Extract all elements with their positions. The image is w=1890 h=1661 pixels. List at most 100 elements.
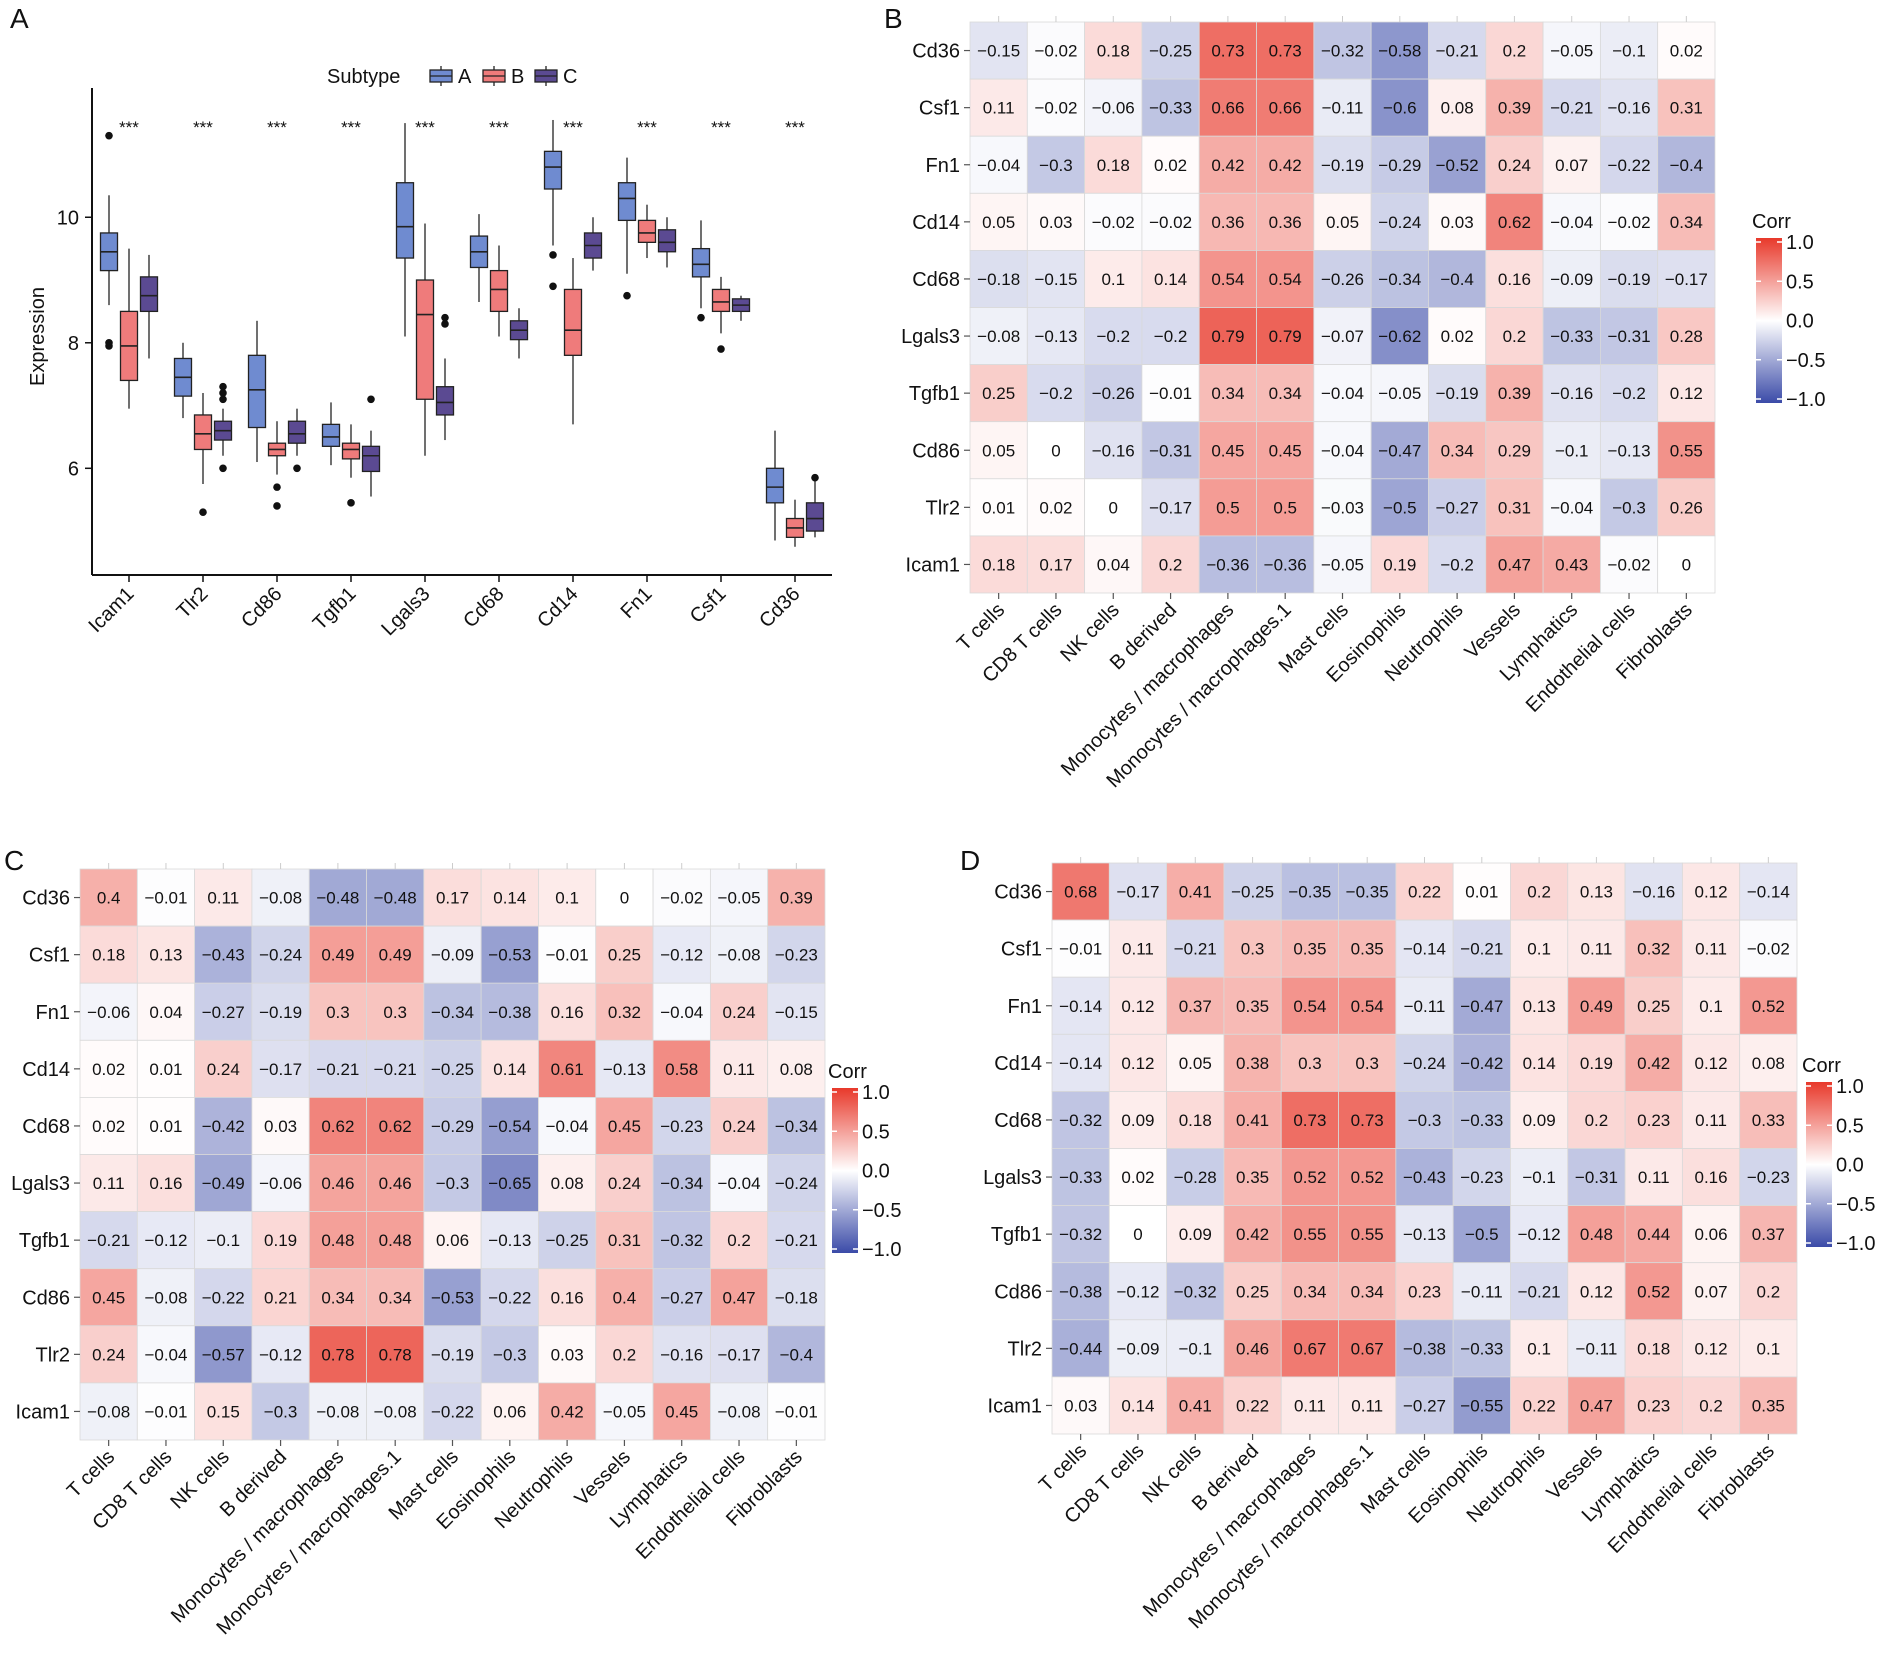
box-lgals3-b xyxy=(415,223,435,456)
row-label: Tlr2 xyxy=(36,1344,70,1366)
heatmap-cell xyxy=(1108,1319,1168,1378)
cell-value-label: 0.14 xyxy=(1121,1396,1154,1415)
box-body xyxy=(321,423,341,447)
cell-value-label: −0.16 xyxy=(1632,883,1675,902)
cell-value-label: 0.2 xyxy=(1699,1396,1723,1415)
cell-value-label: 0.11 xyxy=(1351,1396,1383,1415)
column-label: T cells xyxy=(1035,1440,1091,1496)
cell-value-label: −0.13 xyxy=(488,1231,531,1250)
cell-value-label: 0.55 xyxy=(1670,441,1703,460)
heatmap-cell xyxy=(194,1325,253,1384)
heatmap-cell xyxy=(767,925,826,984)
cell-value-label: −0.07 xyxy=(1321,327,1364,346)
cell-value-label: 0.09 xyxy=(1121,1111,1154,1130)
heatmap-cell xyxy=(1510,1262,1569,1321)
cell-value-label: 0.47 xyxy=(722,1288,755,1307)
cell-value-label: −0.18 xyxy=(977,270,1020,289)
heatmap-cell xyxy=(595,1268,654,1327)
heatmap-cell xyxy=(1108,1262,1168,1321)
cell-value-label: −0.13 xyxy=(1403,1225,1446,1244)
cell-value-label: 0.38 xyxy=(1236,1054,1269,1073)
heatmap-cell xyxy=(595,1154,654,1212)
heatmap-cell xyxy=(1166,919,1225,978)
cell-value-label: −0.34 xyxy=(431,1003,474,1022)
box-csf1-c xyxy=(731,295,751,321)
heatmap-cell xyxy=(1624,1148,1683,1206)
heatmap-cell xyxy=(1313,478,1372,537)
cell-value-label: −0.38 xyxy=(1059,1282,1102,1301)
heatmap-cell xyxy=(538,1325,597,1384)
heatmap-cell xyxy=(1223,1262,1282,1321)
cell-value-label: −0.29 xyxy=(431,1117,474,1136)
box-tgfb1-c xyxy=(361,395,381,497)
significance-label: *** xyxy=(267,118,287,137)
significance-label: *** xyxy=(489,118,509,137)
heatmap-cell xyxy=(79,982,138,1041)
cell-value-label: 0.36 xyxy=(1211,213,1244,232)
cell-value-label: −0.11 xyxy=(1404,997,1446,1016)
cell-value-label: −0.23 xyxy=(1747,1168,1790,1187)
cell-value-label: −0.22 xyxy=(431,1402,474,1421)
cell-value-label: −0.13 xyxy=(603,1060,646,1079)
heatmap-cell xyxy=(1338,1319,1397,1378)
cell-value-label: −0.05 xyxy=(1550,42,1593,61)
heatmap-cell xyxy=(1542,421,1601,480)
heatmap-cell xyxy=(1510,976,1569,1035)
heatmap-cell xyxy=(1452,862,1511,921)
cell-value-label: −0.02 xyxy=(1034,99,1077,118)
heatmap-cell xyxy=(969,78,1028,137)
cell-value-label: −0.01 xyxy=(1059,940,1102,959)
cell-value-label: −0.04 xyxy=(1550,213,1593,232)
heatmap-cell xyxy=(709,1382,769,1441)
cell-value-label: 0.73 xyxy=(1211,42,1244,61)
heatmap-cell xyxy=(1280,1205,1339,1264)
box-tlr2-b xyxy=(193,392,213,517)
heatmap-cell xyxy=(1256,135,1315,194)
heatmap-cell xyxy=(1198,135,1257,194)
cell-value-label: −0.21 xyxy=(316,1060,359,1079)
box-cd36-c xyxy=(805,473,825,538)
cell-value-label: 0.12 xyxy=(1121,1054,1154,1073)
cell-value-label: −0.21 xyxy=(1518,1282,1561,1301)
cell-value-label: −0.15 xyxy=(1034,270,1077,289)
heatmap-cell xyxy=(1395,1205,1454,1264)
cell-value-label: −0.19 xyxy=(1321,156,1364,175)
legend: Subtype A B C xyxy=(327,66,577,88)
heatmap-cell xyxy=(1256,364,1315,423)
cell-value-label: −0.23 xyxy=(1460,1168,1503,1187)
box-tlr2-c xyxy=(213,382,233,473)
heatmap-cell xyxy=(1166,1148,1225,1206)
box-csf1-b xyxy=(711,276,731,353)
cell-value-label: −0.01 xyxy=(546,946,589,965)
heatmap-cell xyxy=(1223,1091,1282,1149)
heatmap-cell xyxy=(1485,307,1544,365)
cell-value-label: −0.38 xyxy=(488,1003,531,1022)
row-label: Fn1 xyxy=(36,1002,70,1024)
heatmap-cell xyxy=(1223,1205,1282,1264)
cell-value-label: −0.43 xyxy=(202,946,245,965)
heatmap-cell xyxy=(1510,1205,1569,1264)
cell-value-label: 0.19 xyxy=(1580,1054,1613,1073)
cell-value-label: −0.12 xyxy=(660,946,703,965)
row-label: Cd14 xyxy=(912,212,960,234)
cell-value-label: 0.35 xyxy=(1236,997,1269,1016)
legend-label-a: A xyxy=(458,66,472,88)
box-cd86-c xyxy=(287,408,307,473)
cell-value-label: 0.22 xyxy=(1408,883,1441,902)
outlier-point xyxy=(273,502,281,510)
cell-value-label: 0.55 xyxy=(1351,1225,1384,1244)
cell-value-label: −0.4 xyxy=(780,1345,814,1364)
heatmap-cell xyxy=(480,1325,539,1384)
cell-value-label: −0.05 xyxy=(1378,384,1421,403)
heatmap-cell xyxy=(1567,976,1626,1035)
heatmap-cell xyxy=(969,192,1028,251)
heatmap-cell xyxy=(79,1325,138,1384)
cell-value-label: 0.34 xyxy=(1670,213,1703,232)
cell-value-label: −0.19 xyxy=(259,1003,302,1022)
colorbar-tick-label: −0.5 xyxy=(1836,1194,1875,1216)
cell-value-label: 0.62 xyxy=(321,1117,354,1136)
heatmap-cell xyxy=(1256,478,1315,537)
cell-value-label: −0.33 xyxy=(1460,1339,1503,1358)
cell-value-label: −0.24 xyxy=(1378,213,1421,232)
heatmap-cell xyxy=(1051,1148,1110,1206)
